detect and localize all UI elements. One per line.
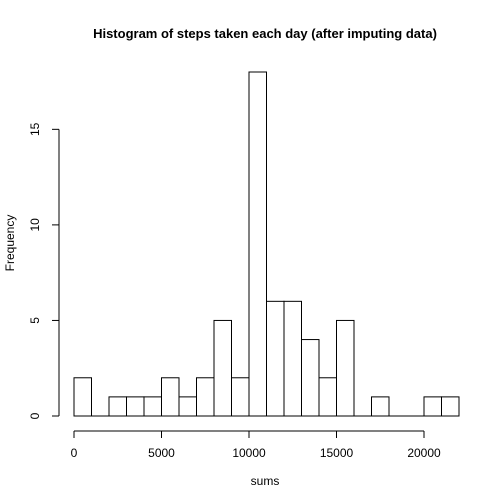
y-tick-label: 15 bbox=[28, 122, 42, 136]
chart-title: Histogram of steps taken each day (after… bbox=[93, 26, 437, 41]
x-tick-label: 15000 bbox=[320, 446, 354, 460]
x-tick-label: 0 bbox=[71, 446, 78, 460]
histogram-bar bbox=[178, 396, 197, 417]
histogram-bar bbox=[231, 377, 250, 417]
histogram-bar bbox=[318, 377, 337, 417]
histogram-bar bbox=[248, 71, 267, 417]
histogram-bar bbox=[283, 300, 302, 417]
histogram-bar bbox=[213, 319, 232, 417]
histogram-bar bbox=[161, 377, 180, 417]
histogram-bar bbox=[423, 396, 442, 417]
histogram-bar bbox=[371, 396, 390, 417]
x-tick-label: 5000 bbox=[148, 446, 175, 460]
histogram-bar bbox=[301, 339, 320, 417]
bars-group bbox=[73, 71, 460, 417]
histogram-bar bbox=[266, 300, 285, 417]
y-axis: 0 5 10 15 bbox=[28, 122, 60, 419]
y-axis-label: Frequency bbox=[3, 215, 17, 272]
y-tick-label: 0 bbox=[28, 412, 42, 419]
histogram-bar bbox=[73, 377, 92, 417]
histogram-bar bbox=[108, 396, 127, 417]
x-axis: 0 5000 10000 15000 20000 bbox=[71, 430, 441, 460]
y-tick-label: 5 bbox=[28, 317, 42, 324]
x-tick-label: 20000 bbox=[407, 446, 441, 460]
y-tick-label: 10 bbox=[28, 218, 42, 232]
histogram-bar bbox=[441, 396, 460, 417]
histogram-bar bbox=[336, 319, 355, 417]
x-tick-label: 10000 bbox=[232, 446, 266, 460]
histogram-bar bbox=[143, 396, 162, 417]
x-axis-label: sums bbox=[251, 474, 280, 488]
histogram-bar bbox=[126, 396, 145, 417]
histogram-bar bbox=[196, 377, 215, 417]
